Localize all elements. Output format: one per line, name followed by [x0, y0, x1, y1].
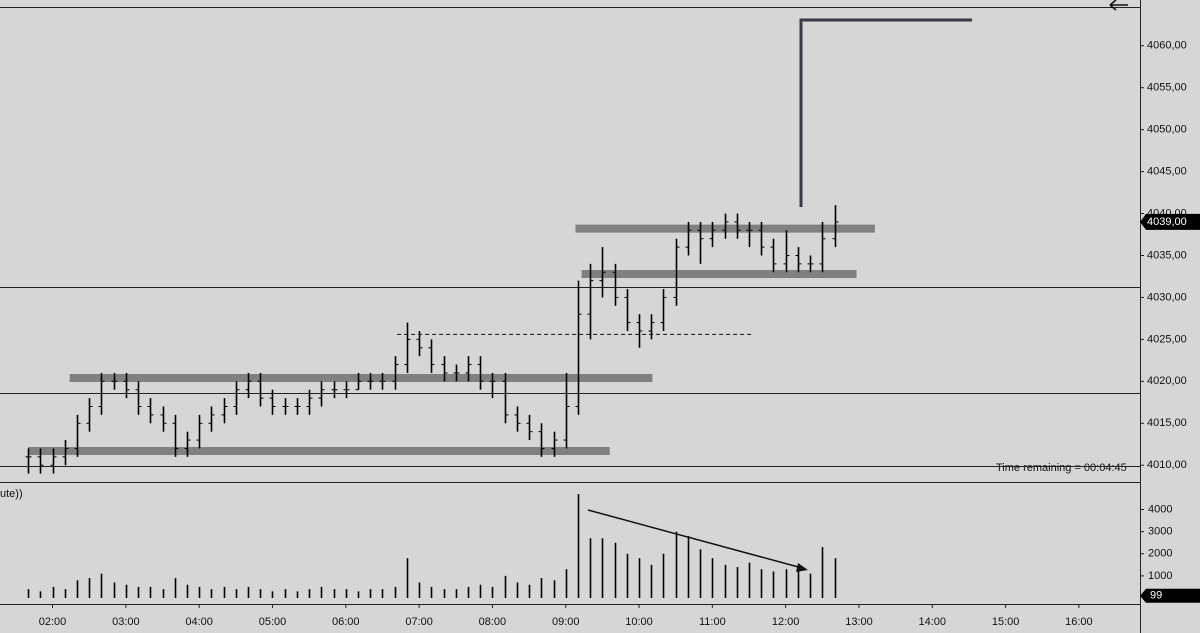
x-tick-label: 16:00 [1065, 616, 1093, 628]
y-tick-label: 4050,00 [1147, 124, 1187, 136]
x-tick-label: 04:00 [185, 616, 213, 628]
x-tick-label: 06:00 [332, 616, 360, 628]
trend-arrow-head [796, 563, 808, 572]
bracket-drawing [799, 18, 972, 207]
x-tick-label: 15:00 [992, 616, 1020, 628]
last-price-label: 4039,00 [1147, 216, 1187, 228]
x-tick-label: 10:00 [625, 616, 653, 628]
y-tick-label: 4030,00 [1147, 291, 1187, 303]
y-tick-label: 2000 [1148, 548, 1172, 560]
x-tick-label: 08:00 [479, 616, 507, 628]
trend-arrow [587, 509, 803, 569]
x-tick-label: 09:00 [552, 616, 580, 628]
x-tick-label: 13:00 [845, 616, 873, 628]
x-tick-label: 02:00 [39, 616, 67, 628]
y-tick-label: 4010,00 [1147, 459, 1187, 471]
y-tick-label: 4020,00 [1147, 375, 1187, 387]
time-remaining: Time remaining = 00:04:45 [996, 462, 1127, 474]
y-tick-label: 1000 [1148, 570, 1172, 582]
y-tick-label: 4025,00 [1147, 333, 1187, 345]
back-arrow[interactable] [1109, 0, 1128, 11]
x-tick-label: 03:00 [112, 616, 140, 628]
x-tick-label: 12:00 [772, 616, 800, 628]
y-tick-label: 4055,00 [1147, 82, 1187, 94]
y-tick-label: 3000 [1148, 526, 1172, 538]
y-tick-label: 4015,00 [1147, 417, 1187, 429]
x-tick-label: 14:00 [919, 616, 947, 628]
y-tick-label: 4035,00 [1147, 249, 1187, 261]
x-tick-label: 07:00 [405, 616, 433, 628]
x-tick-label: 11:00 [699, 616, 726, 628]
last-volume-box [1140, 588, 1200, 603]
y-tick-label: 4000 [1148, 503, 1172, 515]
last-volume-label: 99 [1150, 590, 1162, 602]
volume-title: ute)) [0, 488, 23, 500]
y-tick-label: 4045,00 [1147, 165, 1187, 177]
last-price-box [1140, 213, 1200, 230]
x-tick-label: 05:00 [259, 616, 287, 628]
y-tick-label: 4060,00 [1147, 40, 1187, 52]
